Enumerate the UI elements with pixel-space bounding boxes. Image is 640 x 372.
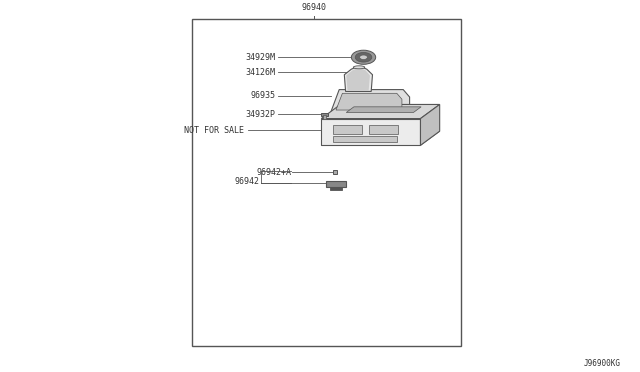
Circle shape — [355, 52, 372, 62]
Bar — [323, 115, 326, 119]
Ellipse shape — [353, 66, 365, 69]
Text: 96942: 96942 — [235, 177, 260, 186]
Polygon shape — [336, 93, 402, 110]
Text: 34126M: 34126M — [245, 68, 275, 77]
Text: 96940: 96940 — [301, 3, 326, 12]
Circle shape — [351, 50, 376, 64]
Polygon shape — [420, 105, 440, 145]
Text: 34932P: 34932P — [245, 110, 275, 119]
Bar — [333, 125, 362, 134]
Polygon shape — [321, 131, 440, 145]
Bar — [333, 170, 337, 174]
Polygon shape — [346, 107, 421, 112]
Polygon shape — [321, 105, 440, 119]
Text: 34929M: 34929M — [245, 53, 275, 62]
Circle shape — [360, 55, 367, 60]
Bar — [321, 119, 420, 145]
Polygon shape — [346, 68, 370, 91]
Text: J96900KG: J96900KG — [584, 359, 621, 368]
Polygon shape — [344, 67, 372, 92]
Polygon shape — [331, 90, 410, 112]
Bar — [326, 181, 346, 187]
Text: NOT FOR SALE: NOT FOR SALE — [184, 126, 244, 135]
Bar — [369, 125, 398, 134]
Bar — [321, 113, 328, 116]
Bar — [333, 137, 397, 142]
Text: 96942+A: 96942+A — [256, 167, 291, 177]
Bar — [192, 19, 461, 346]
Text: 96935: 96935 — [250, 92, 275, 100]
Bar — [330, 187, 342, 190]
